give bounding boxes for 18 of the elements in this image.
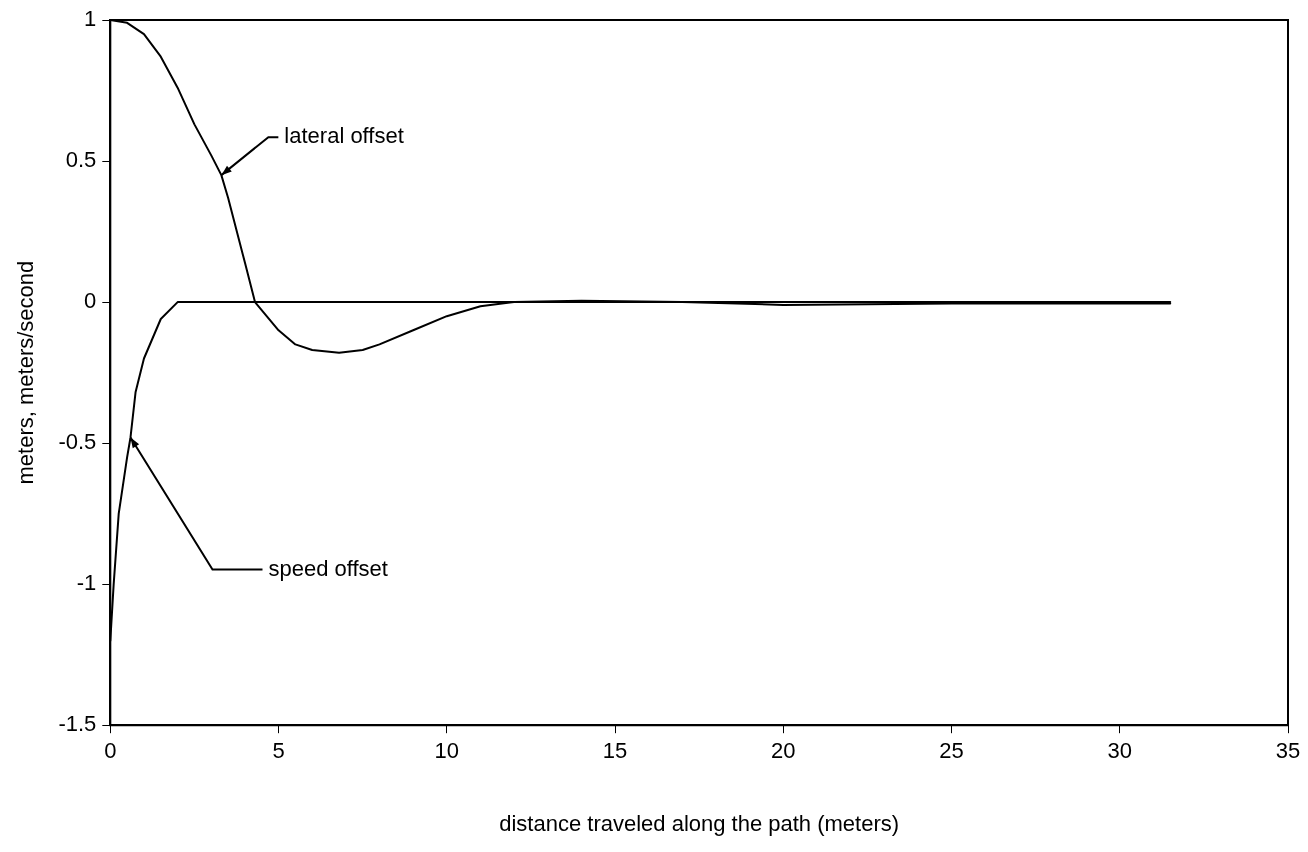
annotation: speed offset (268, 555, 388, 581)
y-axis-title: meters, meters/second (13, 260, 39, 485)
x-tick-label: 20 (771, 738, 796, 764)
y-tick-label: 0.5 (65, 147, 97, 173)
x-tick-label: 10 (434, 738, 460, 764)
x-tick-label: 30 (1107, 738, 1132, 764)
x-tick-label: 5 (272, 738, 285, 764)
y-tick-label: 1 (84, 6, 97, 32)
y-tick-label: -1.5 (58, 711, 97, 737)
x-tick-label: 15 (602, 738, 628, 764)
x-axis-title: distance traveled along the path (meters) (499, 810, 900, 836)
x-tick-label: 25 (939, 738, 964, 764)
x-tick-label: 0 (104, 738, 117, 764)
y-tick-label: 0 (84, 288, 97, 314)
x-tick-label: 35 (1275, 738, 1301, 764)
y-tick-label: -0.5 (58, 429, 97, 455)
y-tick-label: -1 (76, 570, 97, 596)
annotation: lateral offset (284, 123, 404, 149)
